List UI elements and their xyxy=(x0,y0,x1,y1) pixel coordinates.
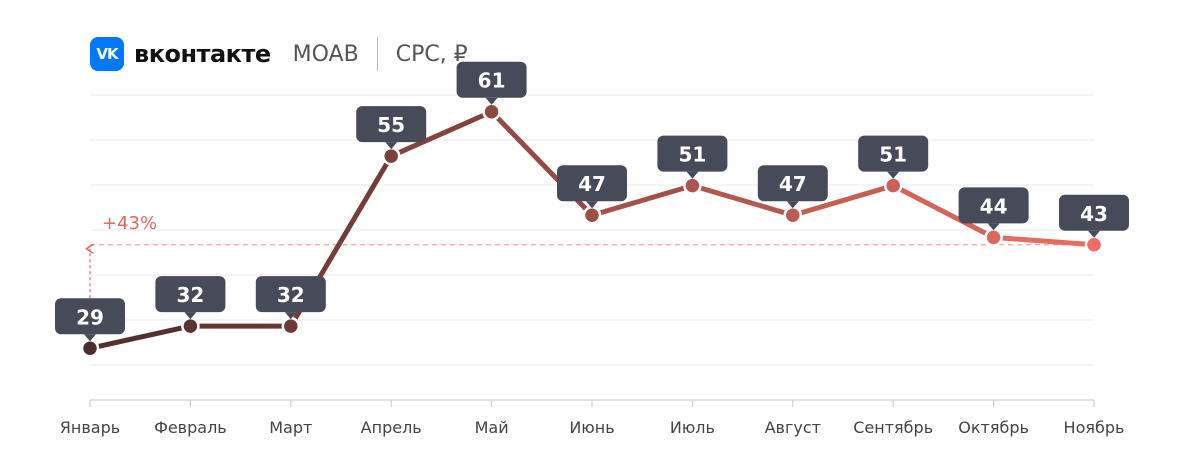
data-label: 61 xyxy=(456,61,527,105)
x-tick-label: Февраль xyxy=(154,418,227,437)
data-label-text: 51 xyxy=(879,143,907,167)
data-label-text: 32 xyxy=(176,283,204,307)
data-label-text: 43 xyxy=(1080,202,1108,226)
x-tick-label: Август xyxy=(765,418,821,437)
header-divider xyxy=(376,37,378,71)
x-tick-label: Март xyxy=(269,418,312,437)
series-line-segment xyxy=(991,234,1097,248)
x-tick-label: Ноябрь xyxy=(1064,418,1125,437)
data-point xyxy=(281,316,301,336)
data-label: 47 xyxy=(757,165,828,209)
data-point xyxy=(582,205,602,225)
data-label: 44 xyxy=(958,187,1029,231)
data-label-text: 55 xyxy=(377,113,405,137)
series-line-segment xyxy=(87,323,193,351)
x-tick-label: Май xyxy=(475,418,509,437)
data-point xyxy=(984,228,1003,247)
data-point xyxy=(1084,235,1104,255)
data-label: 32 xyxy=(255,276,326,320)
series-line-segment xyxy=(689,183,796,218)
growth-label: +43% xyxy=(102,213,157,234)
data-label-text: 47 xyxy=(578,172,606,196)
series-line-segment xyxy=(790,183,896,218)
data-label: 47 xyxy=(557,165,627,209)
data-label: 51 xyxy=(657,135,728,179)
data-point xyxy=(883,176,903,195)
x-tick-label: Апрель xyxy=(361,418,422,437)
x-tick-label: Январь xyxy=(60,418,120,437)
data-point xyxy=(683,176,702,195)
data-point xyxy=(80,339,100,358)
brand-name: вконтакте xyxy=(134,40,271,68)
metric-name: CPC, ₽ xyxy=(395,41,468,67)
data-point xyxy=(181,316,200,336)
chart-header: VK вконтакте MOAB CPC, ₽ xyxy=(90,34,468,74)
series-line-segment xyxy=(589,183,695,218)
data-label: 55 xyxy=(356,106,427,150)
data-label: 43 xyxy=(1059,194,1129,238)
data-label-text: 47 xyxy=(779,172,807,196)
data-label: 32 xyxy=(155,276,226,320)
x-tick-label: Июнь xyxy=(569,418,614,437)
data-point xyxy=(482,102,501,121)
data-label-text: 29 xyxy=(76,305,104,329)
vk-logo: VK xyxy=(90,37,124,71)
data-point xyxy=(783,205,803,225)
ad-format: MOAB xyxy=(292,41,359,67)
data-label-text: 61 xyxy=(478,69,506,93)
series-line-segment xyxy=(890,183,997,240)
data-point xyxy=(381,146,401,166)
data-label-text: 51 xyxy=(678,143,706,167)
data-label-text: 32 xyxy=(277,283,305,307)
x-tick-label: Сентябрь xyxy=(853,418,933,437)
data-label: 29 xyxy=(55,298,125,342)
x-tick-label: Июль xyxy=(670,418,715,437)
data-label-text: 44 xyxy=(980,194,1008,218)
series-line-segment xyxy=(388,109,495,159)
x-tick-label: Октябрь xyxy=(958,418,1029,437)
data-label: 51 xyxy=(858,135,929,179)
